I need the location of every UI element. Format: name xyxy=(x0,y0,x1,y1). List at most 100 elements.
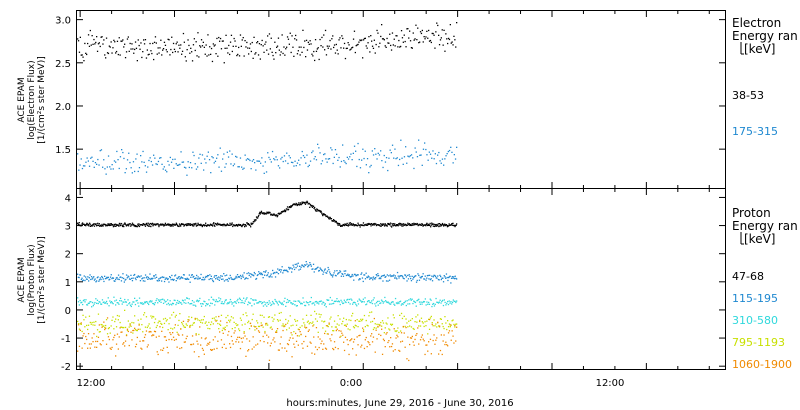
data-point xyxy=(307,265,310,267)
data-point xyxy=(328,45,330,47)
data-point xyxy=(372,279,374,281)
data-point xyxy=(90,301,92,303)
data-point xyxy=(115,277,117,279)
data-point xyxy=(319,152,321,154)
data-point xyxy=(427,159,429,161)
data-point xyxy=(77,276,79,278)
data-point xyxy=(280,212,282,215)
data-point xyxy=(233,163,236,165)
data-point xyxy=(390,303,392,305)
data-point xyxy=(373,317,375,320)
data-point xyxy=(153,334,155,336)
data-point xyxy=(269,275,272,277)
data-point xyxy=(112,339,114,341)
data-point xyxy=(413,224,416,226)
data-point xyxy=(305,261,307,263)
data-point xyxy=(342,302,344,305)
data-point xyxy=(280,336,282,338)
data-point xyxy=(369,51,371,53)
data-point xyxy=(201,45,204,47)
data-point xyxy=(408,37,410,39)
data-point xyxy=(407,155,409,157)
data-point xyxy=(132,301,134,303)
data-point xyxy=(455,46,457,48)
data-point xyxy=(391,301,393,303)
data-point xyxy=(399,275,402,277)
data-point xyxy=(330,218,333,220)
data-point xyxy=(113,280,115,282)
data-point xyxy=(203,224,205,226)
data-point xyxy=(135,225,137,227)
data-point xyxy=(254,53,256,55)
data-point xyxy=(206,344,208,346)
data-point xyxy=(406,28,408,30)
data-point xyxy=(374,303,376,305)
data-point xyxy=(195,333,197,335)
data-point xyxy=(96,280,98,282)
data-point xyxy=(421,164,423,166)
data-point xyxy=(138,44,140,47)
data-point xyxy=(80,54,82,56)
data-point xyxy=(223,303,225,305)
data-point xyxy=(402,303,404,306)
data-point xyxy=(104,224,106,226)
data-point xyxy=(78,328,81,330)
data-point xyxy=(452,335,454,337)
data-point xyxy=(134,303,137,306)
data-point xyxy=(325,325,328,327)
data-point xyxy=(383,225,386,227)
data-point xyxy=(216,37,218,40)
data-point xyxy=(180,277,182,279)
data-point xyxy=(192,322,195,324)
data-point xyxy=(108,223,110,225)
data-point xyxy=(93,279,96,281)
data-point xyxy=(186,224,188,227)
data-point xyxy=(404,325,406,328)
data-point xyxy=(379,302,381,305)
data-point xyxy=(193,38,195,40)
data-point xyxy=(402,163,404,165)
data-point xyxy=(219,37,222,40)
data-point xyxy=(165,320,167,322)
data-point xyxy=(456,146,458,148)
data-point xyxy=(306,263,308,265)
data-point xyxy=(209,224,211,226)
data-point xyxy=(327,47,329,49)
data-point xyxy=(115,304,117,306)
data-point xyxy=(175,303,177,306)
data-point xyxy=(366,224,368,226)
data-point xyxy=(419,325,422,327)
data-point xyxy=(354,302,356,304)
data-point xyxy=(390,44,392,47)
data-point xyxy=(281,303,283,305)
data-point xyxy=(235,155,237,158)
data-point xyxy=(88,225,90,227)
data-point xyxy=(279,301,281,303)
data-point xyxy=(382,38,385,40)
data-point xyxy=(204,224,206,226)
data-point xyxy=(332,35,334,37)
data-point xyxy=(135,343,138,345)
data-point xyxy=(421,321,423,323)
data-point xyxy=(133,52,135,54)
data-point xyxy=(216,224,218,226)
data-point xyxy=(113,160,116,162)
data-point xyxy=(263,341,265,343)
data-point xyxy=(277,304,279,306)
data-point xyxy=(137,39,139,41)
data-point xyxy=(415,151,417,153)
data-point xyxy=(283,270,285,272)
data-point xyxy=(422,148,425,150)
data-point xyxy=(410,337,413,339)
data-point xyxy=(230,34,233,36)
data-point xyxy=(107,155,110,157)
data-point xyxy=(440,224,443,226)
data-point xyxy=(255,344,257,346)
data-point xyxy=(421,29,423,32)
data-point xyxy=(439,223,442,225)
data-point xyxy=(136,336,138,339)
data-point xyxy=(247,272,250,274)
data-point xyxy=(251,160,253,162)
data-point xyxy=(437,302,440,304)
data-point xyxy=(169,332,171,334)
